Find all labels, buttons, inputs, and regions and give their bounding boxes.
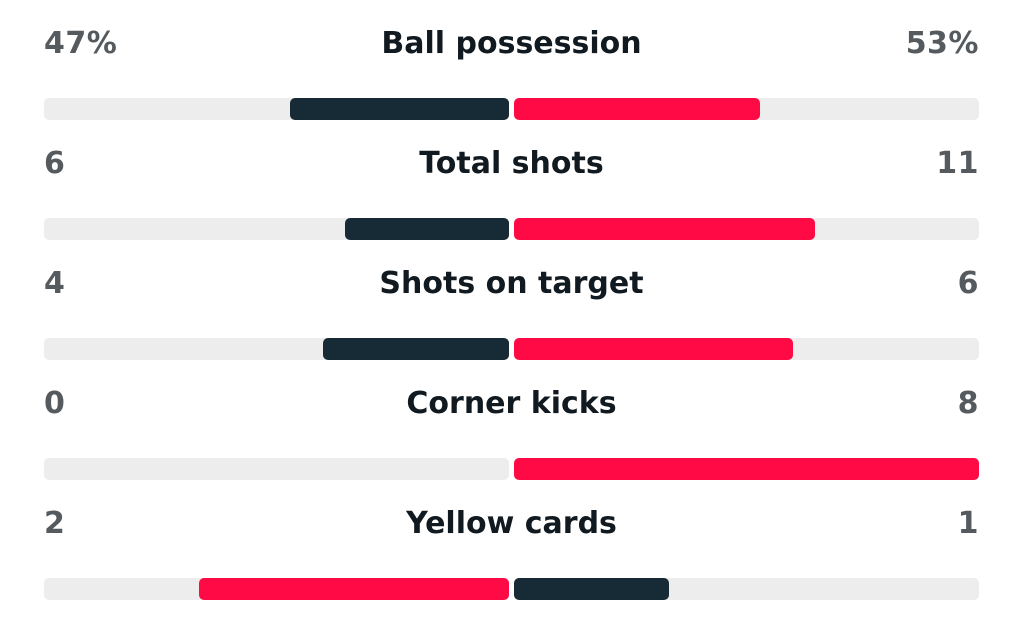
comparison-bar [44, 218, 979, 240]
home-fill-bar [323, 338, 509, 360]
stat-row-yellow-cards: 2 Yellow cards 1 [44, 504, 979, 624]
stat-row-ball-possession: 47% Ball possession 53% [44, 24, 979, 144]
comparison-bar [44, 338, 979, 360]
stat-row-shots-on-target: 4 Shots on target 6 [44, 264, 979, 384]
away-fill-bar [514, 338, 793, 360]
home-track [44, 98, 509, 120]
stat-title: Shots on target [379, 266, 644, 301]
stat-row-corner-kicks: 0 Corner kicks 8 [44, 384, 979, 504]
home-track [44, 218, 509, 240]
comparison-bar [44, 578, 979, 600]
stat-row-total-shots: 6 Total shots 11 [44, 144, 979, 264]
home-value: 47% [44, 26, 118, 61]
comparison-bar [44, 98, 979, 120]
stat-label-line: 0 Corner kicks 8 [44, 384, 979, 434]
stat-label-line: 2 Yellow cards 1 [44, 504, 979, 554]
away-fill-bar [514, 458, 979, 480]
away-track [514, 98, 979, 120]
stat-title: Yellow cards [406, 506, 617, 541]
away-value: 1 [957, 506, 979, 541]
home-track [44, 458, 509, 480]
away-track [514, 218, 979, 240]
away-value: 8 [957, 386, 979, 421]
away-fill-bar [514, 578, 669, 600]
stat-label-line: 4 Shots on target 6 [44, 264, 979, 314]
stat-title: Total shots [419, 146, 604, 181]
stat-title: Corner kicks [406, 386, 617, 421]
away-fill-bar [514, 218, 815, 240]
home-value: 2 [44, 506, 66, 541]
home-track [44, 578, 509, 600]
away-track [514, 578, 979, 600]
home-track [44, 338, 509, 360]
home-value: 4 [44, 266, 66, 301]
away-track [514, 338, 979, 360]
home-fill-bar [290, 98, 509, 120]
home-fill-bar [344, 218, 509, 240]
home-fill-bar [198, 578, 509, 600]
away-value: 6 [957, 266, 979, 301]
away-fill-bar [514, 98, 761, 120]
stat-title: Ball possession [381, 26, 642, 61]
home-value: 0 [44, 386, 66, 421]
stat-label-line: 6 Total shots 11 [44, 144, 979, 194]
stat-label-line: 47% Ball possession 53% [44, 24, 979, 74]
comparison-bar [44, 458, 979, 480]
away-value: 11 [936, 146, 979, 181]
away-track [514, 458, 979, 480]
home-value: 6 [44, 146, 66, 181]
away-value: 53% [905, 26, 979, 61]
